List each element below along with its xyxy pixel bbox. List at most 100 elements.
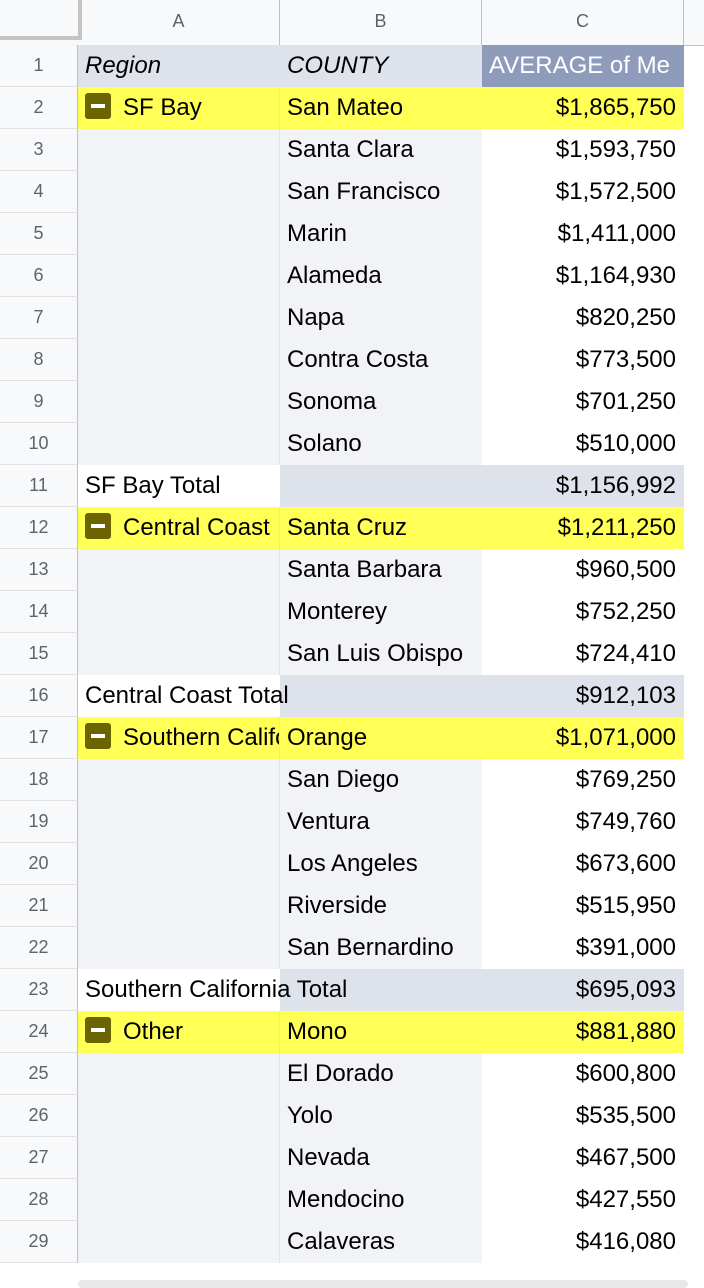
county-cell[interactable] — [280, 465, 482, 507]
county-cell[interactable]: Monterey — [280, 591, 482, 633]
region-header-cell[interactable]: Region — [78, 45, 280, 87]
region-cell[interactable] — [78, 129, 280, 171]
row-number[interactable]: 12 — [0, 507, 78, 549]
collapse-minus-icon[interactable] — [85, 1016, 111, 1043]
row-number[interactable]: 14 — [0, 591, 78, 633]
row-number[interactable]: 22 — [0, 927, 78, 969]
region-cell[interactable] — [78, 927, 280, 969]
average-value-cell[interactable]: $515,950 — [575, 892, 676, 919]
row-number[interactable]: 10 — [0, 423, 78, 465]
county-cell[interactable]: Napa — [280, 297, 482, 339]
collapse-minus-icon[interactable] — [85, 722, 111, 749]
region-cell[interactable] — [78, 1221, 280, 1263]
average-value-cell[interactable]: $960,500 — [575, 556, 676, 583]
row-number[interactable]: 16 — [0, 675, 78, 717]
county-cell[interactable]: Contra Costa — [280, 339, 482, 381]
region-cell[interactable]: SF Bay — [78, 87, 280, 129]
row-number[interactable]: 20 — [0, 843, 78, 885]
select-all-corner[interactable] — [0, 0, 82, 40]
average-value-cell[interactable]: $416,080 — [575, 1228, 676, 1255]
region-cell[interactable] — [78, 255, 280, 297]
region-cell[interactable] — [78, 843, 280, 885]
county-cell[interactable]: Marin — [280, 213, 482, 255]
region-cell[interactable] — [78, 801, 280, 843]
region-cell[interactable] — [78, 1179, 280, 1221]
region-total-label-cell[interactable]: Southern California Total — [78, 969, 347, 1011]
county-cell[interactable]: Sonoma — [280, 381, 482, 423]
average-value-cell[interactable]: $1,071,000 — [482, 717, 684, 759]
row-number[interactable]: 1 — [0, 45, 78, 87]
average-value-cell[interactable]: $673,600 — [575, 850, 676, 877]
county-cell[interactable]: Yolo — [280, 1095, 482, 1137]
region-cell[interactable] — [78, 297, 280, 339]
average-value-cell[interactable]: $820,250 — [575, 304, 676, 331]
collapse-minus-icon[interactable] — [85, 512, 111, 539]
county-cell[interactable] — [280, 969, 482, 1011]
row-number[interactable]: 9 — [0, 381, 78, 423]
county-cell[interactable]: Calaveras — [280, 1221, 482, 1263]
average-value-cell[interactable]: $427,550 — [575, 1186, 676, 1213]
average-value-cell[interactable]: $467,500 — [575, 1144, 676, 1171]
column-header-c[interactable]: C — [482, 0, 684, 45]
average-value-cell[interactable]: $701,250 — [575, 388, 676, 415]
region-cell[interactable] — [78, 423, 280, 465]
average-value-cell[interactable]: $1,593,750 — [555, 136, 676, 163]
average-value-cell[interactable]: $1,865,750 — [482, 87, 684, 129]
county-cell[interactable]: San Bernardino — [280, 927, 482, 969]
county-cell[interactable]: Santa Cruz — [280, 507, 482, 549]
row-number[interactable]: 3 — [0, 129, 78, 171]
county-cell[interactable]: Nevada — [280, 1137, 482, 1179]
average-value-cell[interactable]: $535,500 — [575, 1102, 676, 1129]
county-cell[interactable]: San Francisco — [280, 171, 482, 213]
average-value-cell[interactable]: $1,211,250 — [482, 507, 684, 549]
row-number[interactable]: 24 — [0, 1011, 78, 1053]
region-cell[interactable] — [78, 591, 280, 633]
average-header-cell[interactable]: AVERAGE of Me — [482, 45, 684, 87]
region-cell[interactable] — [78, 213, 280, 255]
average-value-cell[interactable]: $724,410 — [575, 640, 676, 667]
row-number[interactable]: 11 — [0, 465, 78, 507]
row-number[interactable]: 15 — [0, 633, 78, 675]
county-cell[interactable]: El Dorado — [280, 1053, 482, 1095]
county-cell[interactable]: Santa Clara — [280, 129, 482, 171]
average-value-cell[interactable]: $749,760 — [575, 808, 676, 835]
horizontal-scrollbar[interactable] — [78, 1280, 688, 1288]
column-header-b[interactable]: B — [280, 0, 482, 45]
region-total-label-cell[interactable]: SF Bay Total — [78, 465, 280, 507]
region-cell[interactable] — [78, 171, 280, 213]
average-value-cell[interactable]: $1,156,992 — [482, 465, 684, 507]
region-cell[interactable] — [78, 633, 280, 675]
county-cell[interactable]: Riverside — [280, 885, 482, 927]
row-number[interactable]: 25 — [0, 1053, 78, 1095]
row-number[interactable]: 13 — [0, 549, 78, 591]
average-value-cell[interactable]: $773,500 — [575, 346, 676, 373]
row-number[interactable]: 17 — [0, 717, 78, 759]
row-number[interactable]: 6 — [0, 255, 78, 297]
region-cell[interactable] — [78, 885, 280, 927]
county-cell[interactable]: Santa Barbara — [280, 549, 482, 591]
average-value-cell[interactable]: $1,164,930 — [555, 262, 676, 289]
row-number[interactable]: 23 — [0, 969, 78, 1011]
average-value-cell[interactable]: $510,000 — [575, 430, 676, 457]
region-cell[interactable]: Southern California — [78, 717, 280, 759]
region-total-label-cell[interactable]: Central Coast Total — [78, 675, 289, 717]
row-number[interactable]: 7 — [0, 297, 78, 339]
county-header-cell[interactable]: COUNTY — [280, 45, 482, 87]
row-number[interactable]: 5 — [0, 213, 78, 255]
county-cell[interactable]: Los Angeles — [280, 843, 482, 885]
average-value-cell[interactable]: $391,000 — [575, 934, 676, 961]
county-cell[interactable] — [280, 675, 482, 717]
region-cell[interactable] — [78, 339, 280, 381]
county-cell[interactable]: San Diego — [280, 759, 482, 801]
row-number[interactable]: 21 — [0, 885, 78, 927]
region-cell[interactable] — [78, 759, 280, 801]
county-cell[interactable]: Mendocino — [280, 1179, 482, 1221]
average-value-cell[interactable]: $1,572,500 — [555, 178, 676, 205]
region-cell[interactable]: Central Coast — [78, 507, 280, 549]
region-cell[interactable]: Other — [78, 1011, 280, 1053]
average-value-cell[interactable]: $881,880 — [482, 1011, 684, 1053]
row-number[interactable]: 29 — [0, 1221, 78, 1263]
row-number[interactable]: 26 — [0, 1095, 78, 1137]
row-number[interactable]: 8 — [0, 339, 78, 381]
average-value-cell[interactable]: $769,250 — [575, 766, 676, 793]
